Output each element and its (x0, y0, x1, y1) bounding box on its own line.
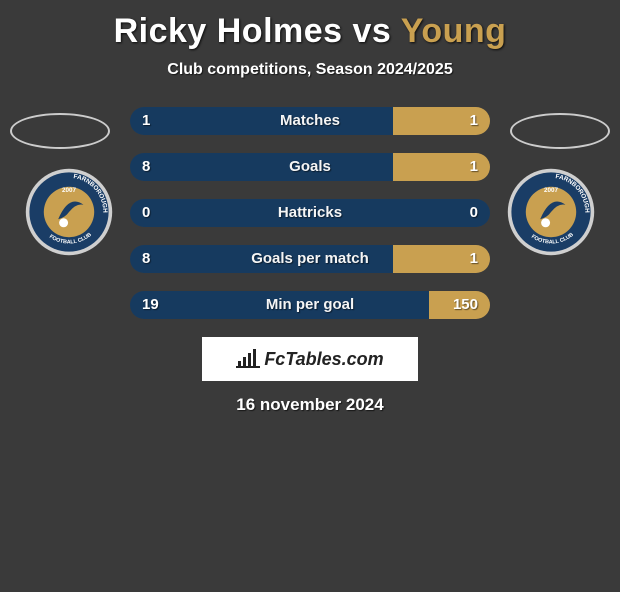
stat-bars: Matches11Goals81Hattricks00Goals per mat… (130, 107, 490, 319)
stat-right-value: 1 (470, 153, 478, 181)
stat-left-value: 1 (142, 107, 150, 135)
stat-right-value: 0 (470, 199, 478, 227)
subtitle: Club competitions, Season 2024/2025 (0, 61, 620, 79)
player-2-name: Young (401, 12, 507, 50)
stat-right-value: 150 (453, 291, 478, 319)
stat-right-value: 1 (470, 107, 478, 135)
player-2-oval (510, 113, 610, 149)
stat-label: Goals (130, 153, 490, 181)
stat-row: Goals per match8 1 (130, 245, 490, 273)
stat-row: Hattricks0 0 (130, 199, 490, 227)
stat-row: Min per goal19 150 (130, 291, 490, 319)
stat-label: Matches (130, 107, 490, 135)
stat-left-value: 8 (142, 245, 150, 273)
player-1-club-crest: FARNBOROUGH FOOTBALL CLUB 2007 (24, 167, 114, 257)
page-title: Ricky Holmes vs Young (0, 12, 620, 51)
player-1-name: Ricky Holmes (114, 12, 343, 50)
stat-label: Hattricks (130, 199, 490, 227)
stat-label: Goals per match (130, 245, 490, 273)
stat-left-value: 8 (142, 153, 150, 181)
brand-badge: FcTables.com (202, 337, 418, 381)
club-crest-icon: FARNBOROUGH FOOTBALL CLUB 2007 (24, 167, 114, 257)
brand-text: FcTables.com (264, 349, 383, 370)
stat-left-value: 0 (142, 199, 150, 227)
date-text: 16 november 2024 (0, 395, 620, 415)
player-2-club-crest: FARNBOROUGH FOOTBALL CLUB 2007 (506, 167, 596, 257)
stat-left-value: 19 (142, 291, 159, 319)
svg-text:2007: 2007 (62, 187, 77, 194)
comparison-panel: FARNBOROUGH FOOTBALL CLUB 2007 FARNBOROU… (0, 107, 620, 415)
player-1-oval (10, 113, 110, 149)
svg-text:2007: 2007 (544, 187, 559, 194)
club-crest-icon: FARNBOROUGH FOOTBALL CLUB 2007 (506, 167, 596, 257)
stat-row: Matches1 1 (130, 107, 490, 135)
bar-chart-icon (236, 349, 260, 369)
stat-row: Goals8 1 (130, 153, 490, 181)
stat-right-value: 1 (470, 245, 478, 273)
stat-label: Min per goal (130, 291, 490, 319)
title-vs: vs (343, 12, 401, 50)
